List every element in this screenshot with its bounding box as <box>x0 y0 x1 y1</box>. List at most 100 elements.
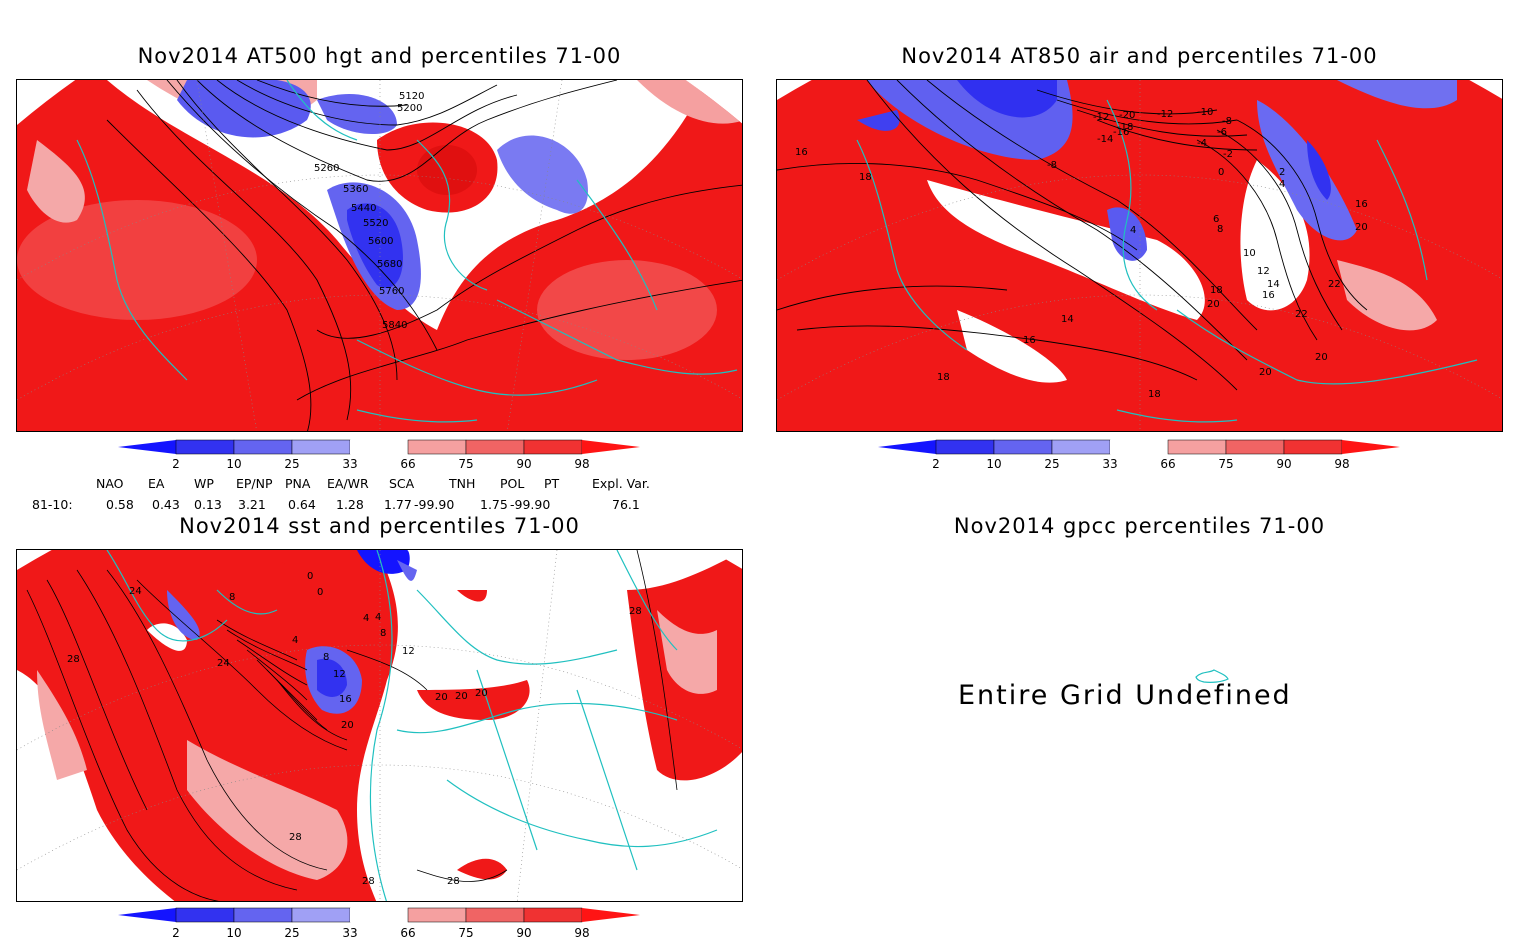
hgt-cbar-tick-25: 25 <box>284 457 299 471</box>
air-label-10: -6 <box>1217 127 1227 138</box>
hgt-cbar-tick-66: 66 <box>400 457 415 471</box>
sst-colorbar-high-arrow <box>582 908 640 922</box>
sst-cbar-tick-98: 98 <box>574 926 589 940</box>
sst-map: 24 8 0 0 4 4 8 12 4 8 12 24 28 16 20 20 … <box>17 550 742 901</box>
sst-label-5: 4 <box>363 613 369 624</box>
air-label-20: 12 <box>1257 266 1270 277</box>
sst-label-9: 4 <box>292 635 298 646</box>
hgt-colorbar-bin-3 <box>291 439 351 455</box>
sst-cbar-tick-25: 25 <box>284 926 299 940</box>
hgt-label-7: 5600 <box>368 236 393 247</box>
hgt-cbar-tick-90: 90 <box>516 457 531 471</box>
air-label-13: 0 <box>1218 167 1224 178</box>
idx-header-eawr: EA/WR <box>327 476 369 491</box>
hgt-cbar-tick-98: 98 <box>574 457 589 471</box>
air-label-33: 22 <box>1328 279 1341 290</box>
sst-colorbar-bin-2 <box>233 907 293 923</box>
idx-header-tnh: TNH <box>449 476 476 491</box>
air-cbar-tick-25: 25 <box>1044 457 1059 471</box>
hgt-colorbar-bin-6 <box>465 439 525 455</box>
air-label-12: -2 <box>1223 149 1233 160</box>
air-label-22: 16 <box>1262 290 1275 301</box>
idx-header-pol: POL <box>500 476 525 491</box>
air-label-19: 10 <box>1243 248 1256 259</box>
sst-contour-labels: 24 8 0 0 4 4 8 12 4 8 12 24 28 16 20 20 … <box>67 571 642 887</box>
air-colorbar-bin-6 <box>1225 439 1285 455</box>
gpcc-island-outline <box>1195 669 1229 683</box>
sst-cbar-tick-10: 10 <box>226 926 241 940</box>
hgt-colorbar-low-arrow <box>118 440 176 454</box>
hgt-colorbar-bin-2 <box>233 439 293 455</box>
sst-label-17: 20 <box>455 691 468 702</box>
air-label-23: 16 <box>795 147 808 158</box>
air-label-14: 2 <box>1279 167 1285 178</box>
air-cbar-tick-10: 10 <box>986 457 1001 471</box>
hgt-colorbar-bin-4 <box>350 440 408 454</box>
gpcc-undefined-message: Entire Grid Undefined <box>958 680 1292 711</box>
idx-header-pt: PT <box>544 476 560 491</box>
air-label-32: 20 <box>1259 367 1272 378</box>
hgt-label-9: 5760 <box>379 286 404 297</box>
hgt-map: 5120 5200 5260 5360 5440 5520 5600 5680 … <box>17 80 742 431</box>
air-colorbar: 2 10 25 33 66 75 90 98 <box>878 439 1400 471</box>
sst-label-13: 28 <box>67 654 80 665</box>
air-label-21: 14 <box>1267 279 1280 290</box>
sst-label-16: 20 <box>435 692 448 703</box>
hgt-contour-labels: 5120 5200 5260 5360 5440 5520 5600 5680 … <box>314 91 424 331</box>
sst-label-4: 0 <box>317 587 323 598</box>
air-map-panel: -20 -18 -16 -14 -12 -12 -10 -8 -8 -6 -4 … <box>776 79 1503 432</box>
air-label-17: 6 <box>1213 214 1219 225</box>
sst-label-2: 8 <box>229 592 235 603</box>
idx-header-epnp: EP/NP <box>236 476 273 491</box>
air-label-1: -20 <box>1119 110 1135 121</box>
sst-label-10: 8 <box>323 652 329 663</box>
hgt-cbar-tick-10: 10 <box>226 457 241 471</box>
idx-value-epnp: 3.21 <box>238 497 266 512</box>
air-cbar-tick-98: 98 <box>1334 457 1349 471</box>
sst-cbar-tick-2: 2 <box>172 926 180 940</box>
air-label-15: 4 <box>1279 179 1285 190</box>
sst-label-18: 20 <box>475 688 488 699</box>
idx-header-sca: SCA <box>389 476 415 491</box>
hgt-colorbar-bin-1 <box>175 439 235 455</box>
sst-label-1: 24 <box>129 586 142 597</box>
air-cbar-tick-2: 2 <box>932 457 940 471</box>
idx-header-wp: WP <box>194 476 214 491</box>
sst-panel-title: Nov2014 sst and percentiles 71-00 <box>179 514 580 538</box>
hgt-label-5: 5440 <box>351 203 376 214</box>
gpcc-panel-title: Nov2014 gpcc percentiles 71-00 <box>953 514 1326 538</box>
idx-value-wp: 0.13 <box>194 497 222 512</box>
sst-cbar-tick-75: 75 <box>458 926 473 940</box>
sst-label-12: 24 <box>217 658 230 669</box>
sst-label-22: 28 <box>629 606 642 617</box>
idx-header-nao: NAO <box>96 476 124 491</box>
air-colorbar-bin-2 <box>993 439 1053 455</box>
air-label-16: 4 <box>1130 225 1136 236</box>
sst-colorbar: 2 10 25 33 66 75 90 98 <box>118 907 640 940</box>
air-cbar-tick-33: 33 <box>1102 457 1117 471</box>
sst-label-21: 28 <box>447 876 460 887</box>
air-cbar-tick-75: 75 <box>1218 457 1233 471</box>
sst-colorbar-low-arrow <box>118 908 176 922</box>
air-panel-title: Nov2014 AT850 air and percentiles 71-00 <box>901 44 1378 68</box>
idx-value-sca: 1.77 <box>384 497 412 512</box>
air-label-29: 20 <box>1207 299 1220 310</box>
sst-label-15: 20 <box>341 720 354 731</box>
air-label-3: -16 <box>1113 127 1129 138</box>
air-colorbar-low-arrow <box>878 440 936 454</box>
air-label-11: -4 <box>1197 138 1207 149</box>
idx-header-explvar: Expl. Var. <box>592 476 650 491</box>
hgt-label-10: 5840 <box>382 320 407 331</box>
hgt-cbar-tick-75: 75 <box>458 457 473 471</box>
idx-value-ea: 0.43 <box>152 497 180 512</box>
sst-cbar-tick-90: 90 <box>516 926 531 940</box>
air-label-26: 18 <box>1210 285 1223 296</box>
idx-value-pna: 0.64 <box>288 497 316 512</box>
hgt-colorbar-bin-5 <box>407 439 467 455</box>
hgt-panel-title: Nov2014 AT500 hgt and percentiles 71-00 <box>137 44 622 68</box>
sst-label-19: 28 <box>289 832 302 843</box>
hgt-label-4: 5360 <box>343 184 368 195</box>
sst-colorbar-bin-3 <box>291 907 351 923</box>
air-contour-labels: -20 -18 -16 -14 -12 -12 -10 -8 -8 -6 -4 … <box>795 107 1368 400</box>
sst-colorbar-bin-4 <box>350 908 408 922</box>
